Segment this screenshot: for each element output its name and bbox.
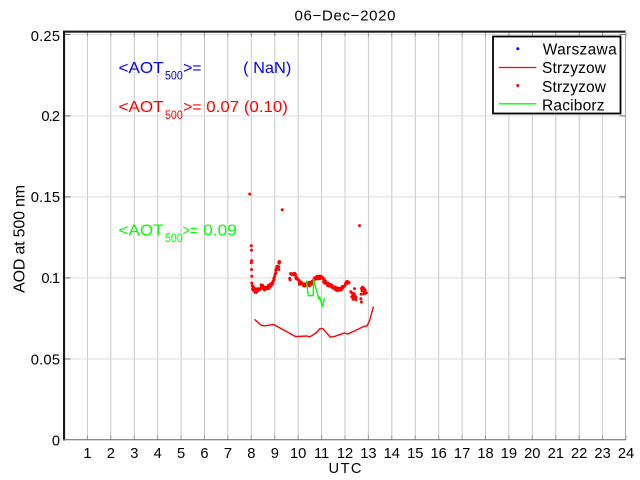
svg-text:16: 16 [431, 446, 447, 462]
svg-text:2: 2 [107, 446, 115, 462]
svg-text:10: 10 [290, 446, 306, 462]
svg-text:>=: >= [183, 222, 198, 239]
svg-text:AOD at 500 nm: AOD at 500 nm [11, 185, 28, 293]
svg-text:9: 9 [271, 446, 279, 462]
svg-text:500: 500 [165, 71, 183, 83]
svg-text:Strzyzow: Strzyzow [542, 60, 607, 77]
svg-text:5: 5 [177, 446, 185, 462]
svg-text:7: 7 [224, 446, 232, 462]
svg-text:22: 22 [571, 446, 587, 462]
svg-text:500: 500 [165, 110, 183, 122]
svg-text:Warszawa: Warszawa [543, 41, 617, 58]
svg-text:1: 1 [83, 446, 91, 462]
svg-text:20: 20 [524, 446, 540, 462]
svg-text:0.07 (0.10): 0.07 (0.10) [206, 99, 288, 116]
svg-text:15: 15 [407, 446, 423, 462]
svg-text:0.1: 0.1 [41, 271, 60, 287]
svg-text:11: 11 [314, 446, 329, 462]
svg-text:0.25: 0.25 [31, 29, 60, 45]
svg-text:>=: >= [183, 60, 201, 77]
svg-text:06−Dec−2020: 06−Dec−2020 [295, 8, 396, 25]
svg-text:23: 23 [594, 446, 610, 462]
svg-text:12: 12 [337, 446, 353, 462]
svg-text:( NaN): ( NaN) [243, 60, 291, 77]
svg-text:0: 0 [52, 433, 60, 449]
svg-text:0.2: 0.2 [41, 109, 60, 125]
svg-text:<AOT: <AOT [119, 60, 164, 77]
svg-text:>=: >= [183, 99, 201, 116]
svg-text:3: 3 [130, 446, 138, 462]
svg-text:500: 500 [165, 233, 183, 245]
svg-text:<AOT: <AOT [119, 222, 164, 239]
svg-text:17: 17 [454, 446, 470, 462]
svg-text:21: 21 [548, 446, 564, 462]
svg-text:UTC: UTC [329, 461, 362, 477]
svg-text:Strzyzow: Strzyzow [542, 79, 607, 96]
svg-text:<AOT: <AOT [119, 99, 164, 116]
svg-text:13: 13 [360, 446, 376, 462]
svg-text:24: 24 [618, 446, 634, 462]
svg-text:6: 6 [200, 446, 208, 462]
svg-text:8: 8 [247, 446, 255, 462]
svg-text:4: 4 [154, 446, 162, 462]
svg-text:18: 18 [477, 446, 493, 462]
svg-text:0.15: 0.15 [31, 190, 60, 206]
svg-text:0.05: 0.05 [31, 352, 60, 368]
svg-text:0.09: 0.09 [203, 222, 237, 239]
svg-text:14: 14 [384, 446, 400, 462]
svg-text:19: 19 [501, 446, 517, 462]
svg-text:Raciborz: Raciborz [542, 97, 605, 114]
